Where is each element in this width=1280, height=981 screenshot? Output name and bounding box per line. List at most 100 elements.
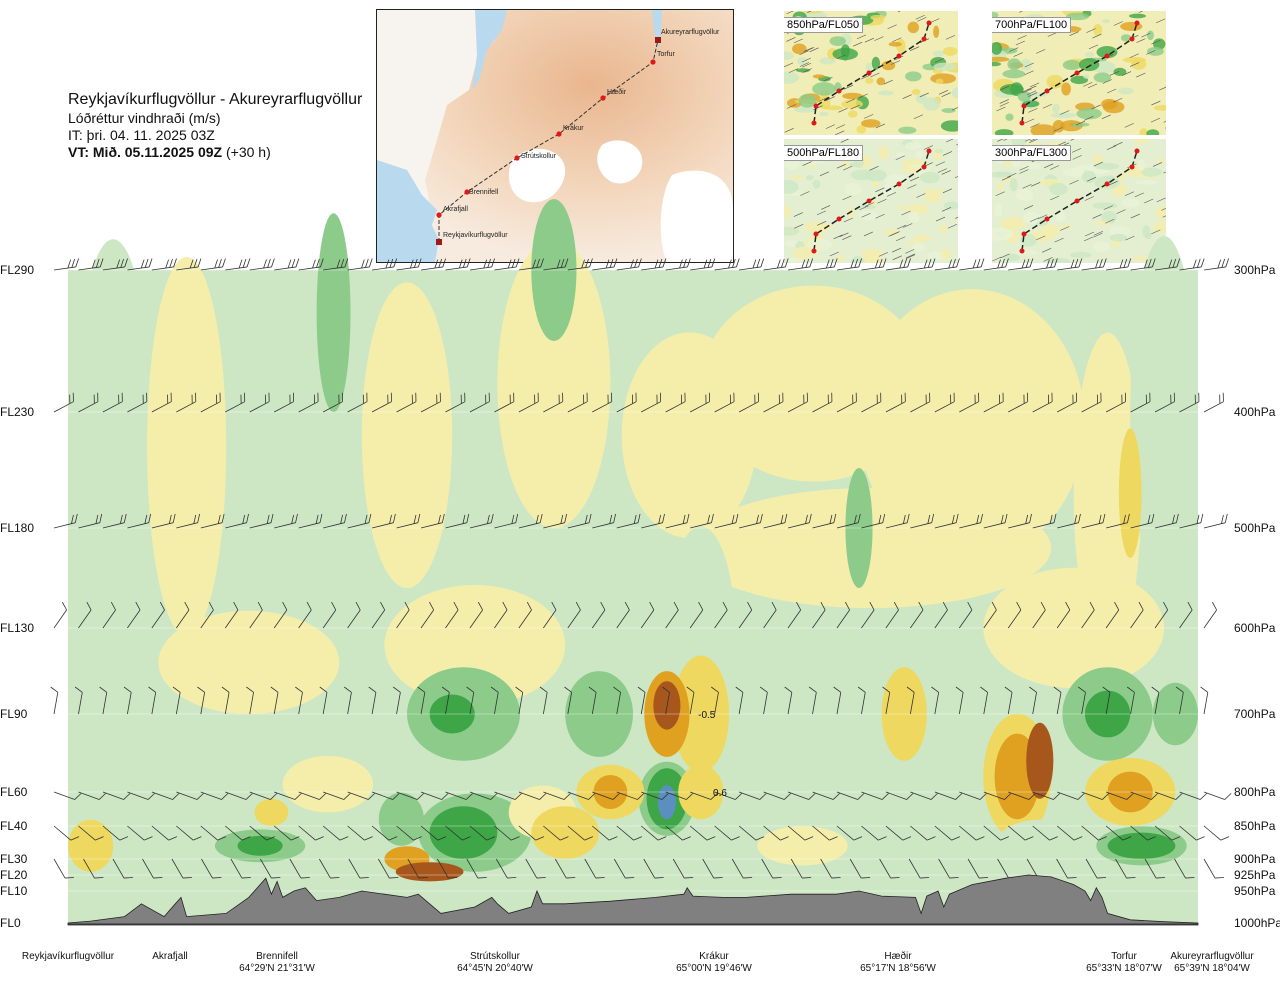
velocity-cell: [124, 819, 170, 872]
thumb-barb: [1019, 165, 1029, 171]
down-slight-region: [497, 239, 611, 528]
thumb-barb: [1042, 103, 1052, 109]
thumb-cell: [940, 120, 958, 132]
wind-barb: [1200, 686, 1209, 715]
thumb-barb: [874, 36, 884, 41]
location-coord: 65°00'N 19°46'W: [676, 963, 752, 974]
wind-barb: [1106, 513, 1130, 529]
velocity-cell: [1107, 832, 1176, 859]
wind-barb: [495, 858, 517, 879]
thumb-barb: [1107, 88, 1117, 94]
thumb-cell: [865, 77, 874, 84]
thumb-barb: [1020, 88, 1030, 94]
thumb-cell: [913, 234, 932, 242]
thumb-barb: [934, 58, 945, 63]
thumb-barb: [909, 176, 920, 182]
thumb-barb: [1093, 161, 1103, 167]
wind-barb: [763, 513, 788, 529]
wind-barb: [420, 791, 449, 800]
wind-barb: [763, 601, 777, 629]
wind-barb: [1179, 601, 1193, 629]
wind-barb: [1154, 392, 1175, 413]
wind-barb: [763, 791, 792, 800]
valid-time: VT: Mið. 05.11.2025 09Z (+30 h): [68, 144, 362, 161]
left-axis-tick: FL20: [0, 868, 28, 882]
wind-barb: [396, 825, 422, 841]
wind-barb: [731, 858, 753, 879]
wind-barb: [567, 392, 588, 413]
thumb-barb: [1159, 86, 1166, 91]
wind-barb: [494, 513, 519, 529]
thumb-barb: [1024, 70, 1034, 76]
thumb-700[interactable]: 700hPa/FL100: [992, 11, 1166, 135]
wind-barb: [1057, 258, 1083, 271]
wind-barb: [861, 392, 882, 413]
wind-barb: [274, 513, 298, 529]
thumb-cell: [856, 125, 867, 134]
thumb-cell: [1134, 180, 1158, 185]
wind-barb: [592, 791, 620, 800]
thumb-barb: [1053, 127, 1063, 132]
thumb-barb: [1093, 232, 1103, 238]
thumb-barb: [1124, 191, 1135, 197]
wind-barb: [1179, 513, 1204, 529]
thumb-barb: [861, 213, 871, 218]
thumb-cell: [795, 68, 811, 73]
thumb-barb: [801, 57, 811, 63]
wind-barb: [711, 686, 719, 715]
velocity-cell: [237, 835, 283, 856]
up-weak-region: [79, 239, 148, 528]
wind-barb: [1056, 601, 1071, 629]
thumb-cell: [848, 110, 858, 118]
wind-barb: [1029, 686, 1037, 715]
wind-barb: [127, 601, 141, 629]
velocity-cell: [1026, 722, 1054, 799]
thumb-barb: [1030, 123, 1040, 128]
wind-barb: [1057, 513, 1081, 529]
thumb-cell: [1093, 23, 1103, 36]
wind-barb: [738, 601, 753, 629]
wind-barb: [787, 601, 802, 629]
wind-barb: [714, 392, 735, 413]
wind-barb: [959, 825, 985, 841]
wind-barb: [525, 858, 546, 879]
wind-barb: [298, 825, 324, 841]
wind-barb: [323, 258, 349, 271]
wind-barb: [176, 825, 202, 841]
wind-barb: [298, 392, 319, 413]
wind-barb: [295, 686, 303, 715]
wind-barb: [197, 686, 206, 715]
wind-barb: [407, 858, 428, 879]
wind-barb: [347, 392, 368, 413]
thumb-barb: [1105, 218, 1115, 224]
thumb-barb: [853, 41, 863, 47]
thumb-cell: [942, 46, 958, 56]
thumb-label: 300hPa/FL300: [992, 145, 1072, 161]
thumb-850[interactable]: 850hPa/FL050: [784, 11, 958, 135]
thumb-barb: [913, 114, 924, 120]
wind-barb: [983, 392, 1004, 413]
thumb-barb: [843, 165, 853, 171]
chart-header: Reykjavíkurflugvöllur - Akureyrarflugvöl…: [68, 90, 362, 161]
thumb-barb: [805, 47, 815, 52]
wind-barb: [836, 392, 857, 413]
thumb-cell: [1117, 87, 1134, 95]
wind-barb: [53, 258, 80, 271]
wind-barb: [420, 601, 434, 629]
wind-barb: [396, 392, 417, 413]
thumb-cell: [994, 129, 1014, 135]
wind-barb: [1081, 392, 1102, 413]
thumb-barb: [905, 253, 916, 259]
thumb-300[interactable]: 300hPa/FL300: [992, 139, 1166, 263]
thumb-barb: [935, 161, 945, 167]
thumb-barb: [902, 94, 912, 99]
thumb-point: [836, 216, 842, 222]
wind-barb: [702, 858, 723, 879]
thumb-cell: [793, 106, 818, 113]
wind-barb: [861, 825, 887, 841]
thumb-cell: [850, 190, 861, 195]
thumb-500[interactable]: 500hPa/FL180: [784, 139, 958, 263]
wind-barb: [176, 791, 204, 800]
thumb-cell: [905, 71, 922, 82]
thumb-cell: [784, 71, 799, 84]
